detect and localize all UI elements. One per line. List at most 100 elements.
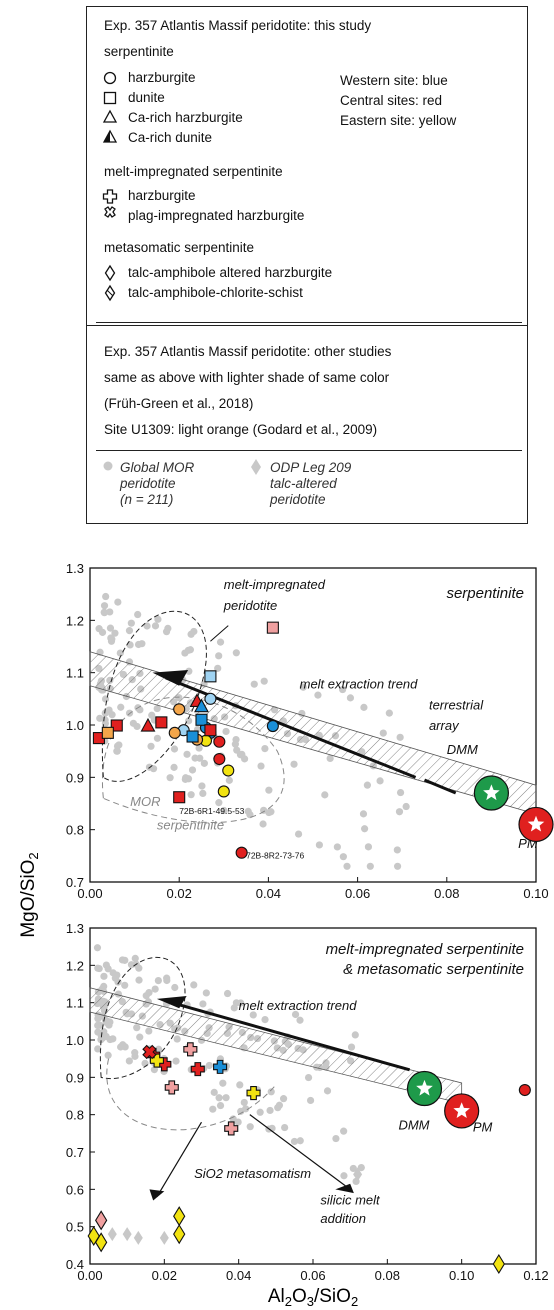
plot1-global-mor-point bbox=[222, 727, 230, 736]
legend-other-4: Site U1309: light orange (Godard et al.,… bbox=[104, 422, 378, 437]
plot1-global-mor-point bbox=[385, 709, 393, 717]
plot2-global-mor-point bbox=[230, 1004, 238, 1012]
plot2-global-mor-point bbox=[145, 1027, 153, 1035]
legend-other-3: (Früh-Green et al., 2018) bbox=[104, 396, 254, 411]
plot2-global-mor-point bbox=[216, 1101, 225, 1110]
plot1-global-mor-point bbox=[379, 729, 387, 737]
plot2-global-mor-point bbox=[117, 1043, 125, 1051]
plot1-annotation-mor: MOR bbox=[130, 794, 160, 809]
plot1-global-mor-point bbox=[393, 846, 401, 854]
plot2-global-mor-point bbox=[304, 1073, 313, 1082]
plot1-square-point bbox=[204, 670, 217, 683]
plot2-cross-point bbox=[183, 1042, 198, 1057]
plot1-mor-serpentinite-outline bbox=[101, 696, 285, 823]
plot1-global-mor-point bbox=[261, 745, 269, 753]
plot2-global-mor-point bbox=[256, 1108, 264, 1116]
legend-item-ca-harzburgite: Ca-rich harzburgite bbox=[128, 110, 243, 125]
plot2-sio2-arrow bbox=[156, 1121, 203, 1198]
plot2-melt-impregnated-outline bbox=[99, 956, 186, 1080]
plot2-ytick-label: 1.0 bbox=[66, 1033, 84, 1048]
legend-site-western: Western site: blue bbox=[340, 73, 448, 88]
plot1-global-mor-point bbox=[154, 615, 162, 623]
plot2-diamond-point bbox=[95, 1232, 108, 1253]
plot1-global-mor-point bbox=[127, 619, 135, 627]
plot2-xtick-label: 0.08 bbox=[375, 1268, 400, 1283]
plot1-global-mor-point bbox=[339, 685, 347, 694]
plot1-global-mor-point bbox=[101, 709, 109, 717]
plot1-global-mor-point bbox=[113, 747, 121, 755]
plot2-sio2-arrowhead bbox=[149, 1189, 165, 1201]
plot2-global-mor-point bbox=[136, 1033, 144, 1041]
plot1-global-mor-point bbox=[149, 765, 158, 773]
plot2-global-mor-point bbox=[340, 1127, 348, 1135]
plot2-global-mor-point bbox=[93, 944, 102, 952]
plot1-global-mor-point bbox=[326, 754, 334, 763]
x-axis-label: Al2O3/SiO2 bbox=[268, 1286, 358, 1309]
plot1-global-mor-point bbox=[143, 622, 151, 630]
plot2-global-mor-point bbox=[267, 1088, 275, 1096]
plot1-square-point bbox=[266, 621, 279, 634]
plot2-global-mor-point bbox=[100, 982, 108, 990]
plot1-global-mor-point bbox=[396, 788, 405, 797]
plot1-global-mor-point bbox=[220, 806, 228, 815]
plot2-global-mor-point bbox=[266, 1106, 274, 1115]
plot2-global-mor-point bbox=[163, 974, 171, 982]
plot1-global-mor-point bbox=[333, 843, 341, 851]
plot2-global-mor-point bbox=[349, 1164, 357, 1173]
plot2-cross-point bbox=[190, 1062, 205, 1077]
plot2-global-mor-point bbox=[351, 1031, 359, 1039]
plot2-mor-serpentinite-outline bbox=[106, 1058, 277, 1131]
plot2-global-mor-point bbox=[109, 1035, 117, 1043]
plot1-global-mor-point bbox=[364, 843, 373, 851]
plot1-dmm-tail bbox=[423, 778, 457, 795]
legend-item-talc-harz: talc-amphibole altered harzburgite bbox=[128, 265, 333, 280]
plot1-annotation-terrestrial: terrestrial bbox=[429, 697, 484, 712]
plot2-diamond-point bbox=[492, 1253, 505, 1275]
plot1-ytick-label: 0.7 bbox=[66, 875, 84, 890]
plot1-global-mor-point bbox=[360, 703, 368, 711]
legend-triangle-fill-icon bbox=[104, 131, 110, 142]
plot1-global-mor-point bbox=[136, 706, 144, 714]
plot2-global-mor-point bbox=[261, 1016, 269, 1024]
plot2-cross-point bbox=[164, 1080, 179, 1095]
plot2-global-mor-point bbox=[133, 1024, 141, 1032]
plot1-xtick-label: 0.08 bbox=[434, 886, 459, 901]
plot1-global-mor-point bbox=[395, 808, 404, 816]
plot2-global-mor-point bbox=[150, 1066, 158, 1074]
plot1-ytick-label: 1.1 bbox=[66, 666, 84, 681]
legend-serp-header: serpentinite bbox=[104, 44, 174, 59]
plot2-ytick-label: 0.6 bbox=[66, 1182, 84, 1197]
plot2-title-1: melt-impregnated serpentinite bbox=[326, 941, 524, 958]
plot1-circle-point bbox=[173, 703, 186, 716]
plot2-xtick-label: 0.10 bbox=[449, 1268, 474, 1283]
plot2-global-mor-point bbox=[171, 983, 179, 992]
plot2-global-mor-point bbox=[291, 1010, 300, 1019]
plot2-xcross-point-shape bbox=[142, 1044, 157, 1060]
plot1-global-mor-point bbox=[200, 759, 208, 767]
plot2-global-mor-point bbox=[127, 961, 136, 969]
legend-item-harzburgite: harzburgite bbox=[128, 70, 196, 85]
plot1-global-mor-point bbox=[116, 649, 124, 657]
legend-item-ca-dunite: Ca-rich dunite bbox=[128, 130, 213, 145]
plot1-global-mor-point bbox=[106, 624, 115, 632]
legend-global-3: (n = 211) bbox=[120, 492, 174, 507]
plot1-global-mor-point bbox=[162, 628, 171, 636]
plot1-ytick-label: 1.3 bbox=[66, 561, 84, 576]
plot1-global-mor-point bbox=[294, 830, 303, 838]
plot1-global-mor-point bbox=[147, 742, 155, 750]
plot2-ytick-label: 1.1 bbox=[66, 996, 84, 1011]
plot1-annotation-melt-impregnated: melt-impregnated bbox=[224, 577, 326, 592]
plot1-global-mor-point bbox=[196, 754, 204, 762]
plot1-ytick-label: 0.9 bbox=[66, 770, 84, 785]
plot1-square-point bbox=[195, 713, 208, 726]
plot1-global-mor-point bbox=[265, 786, 273, 794]
plot1-circle-point bbox=[266, 719, 279, 733]
plot1-global-mor-point bbox=[100, 602, 109, 610]
legend-other-1: Exp. 357 Atlantis Massif peridotite: oth… bbox=[104, 344, 392, 359]
plot2-global-mor-point bbox=[249, 1011, 257, 1019]
plot1-global-mor-point bbox=[100, 608, 108, 616]
plot1-global-mor-point bbox=[195, 744, 203, 752]
plot2-xtick-label: 0.04 bbox=[226, 1268, 251, 1283]
plot2-global-mor-point bbox=[306, 1096, 315, 1105]
plot2-ytick-label: 1.2 bbox=[66, 958, 84, 973]
